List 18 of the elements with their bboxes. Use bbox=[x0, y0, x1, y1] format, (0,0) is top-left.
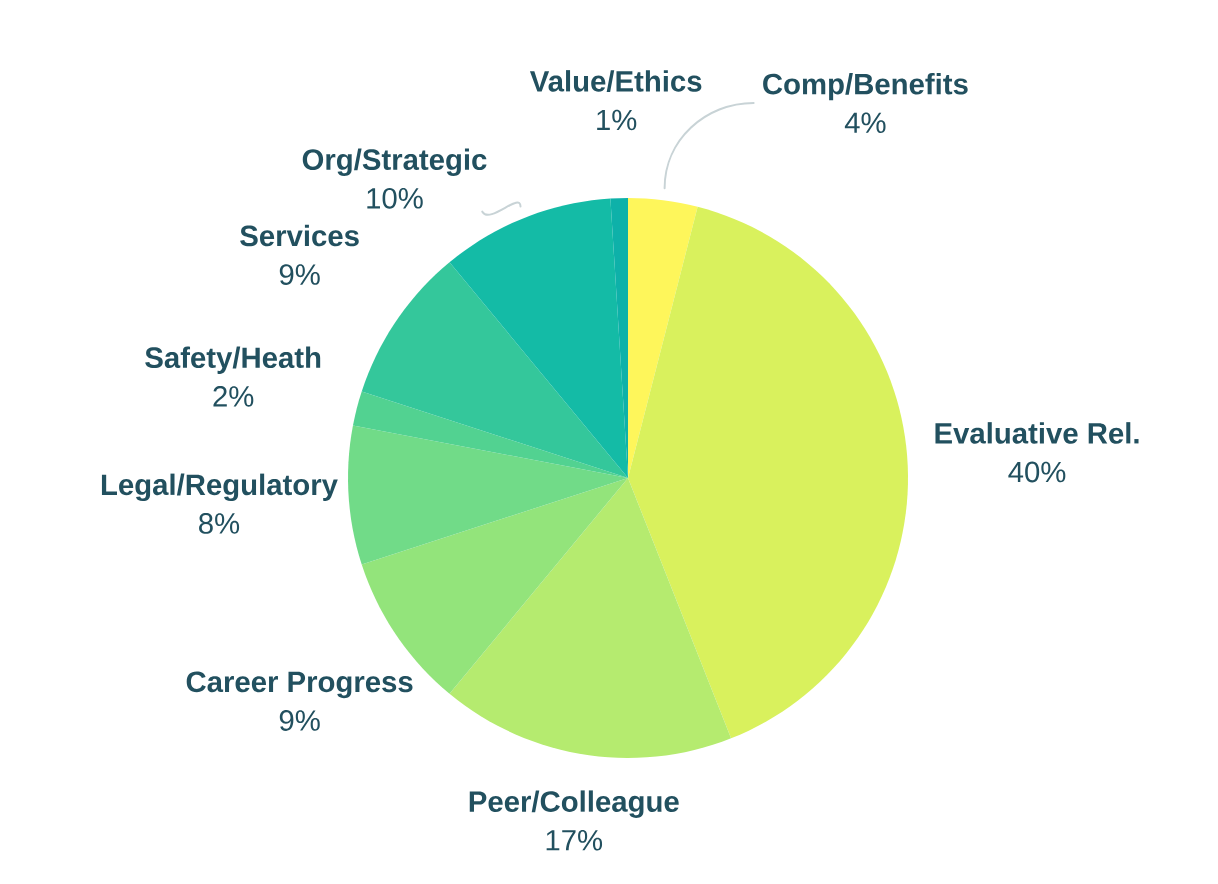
slice-label: Evaluative Rel. bbox=[935, 422, 1139, 444]
data-label: 17% bbox=[546, 829, 603, 851]
data-label: 4% bbox=[844, 112, 886, 134]
slice-label: Org/Strategic bbox=[302, 148, 487, 176]
data-label: 40% bbox=[1008, 461, 1066, 483]
slice-label: Comp/Benefits bbox=[763, 72, 968, 101]
slice-label: Legal/Regulatory bbox=[101, 473, 338, 502]
slice-label: Career Progress bbox=[186, 671, 413, 699]
data-label: 8% bbox=[199, 513, 240, 534]
data-label: 10% bbox=[367, 187, 423, 209]
data-label: 9% bbox=[279, 710, 320, 731]
slice-label: Safety/Heath bbox=[145, 346, 321, 374]
data-label: 9% bbox=[279, 264, 320, 285]
slice-label: Value/Ethics bbox=[529, 70, 702, 92]
data-label: 2% bbox=[213, 386, 254, 407]
data-label: 1% bbox=[597, 109, 637, 131]
slice-label: Services bbox=[240, 224, 359, 247]
slice-label: Peer/Colleague bbox=[469, 790, 679, 818]
